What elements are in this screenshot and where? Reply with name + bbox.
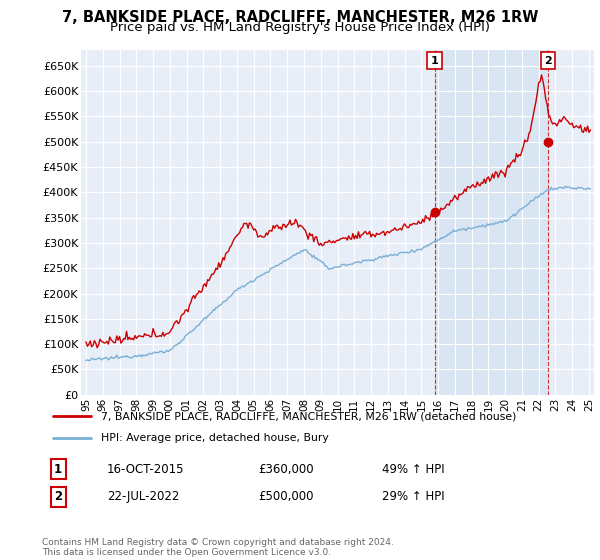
Text: HPI: Average price, detached house, Bury: HPI: Average price, detached house, Bury	[101, 433, 329, 443]
Text: 29% ↑ HPI: 29% ↑ HPI	[382, 491, 445, 503]
Text: 16-OCT-2015: 16-OCT-2015	[107, 463, 184, 475]
Text: Contains HM Land Registry data © Crown copyright and database right 2024.
This d: Contains HM Land Registry data © Crown c…	[42, 538, 394, 557]
Text: 7, BANKSIDE PLACE, RADCLIFFE, MANCHESTER, M26 1RW: 7, BANKSIDE PLACE, RADCLIFFE, MANCHESTER…	[62, 10, 538, 25]
Bar	[434, 50, 548, 395]
Text: 1: 1	[54, 463, 62, 475]
Text: Price paid vs. HM Land Registry's House Price Index (HPI): Price paid vs. HM Land Registry's House …	[110, 21, 490, 34]
Text: 2: 2	[544, 55, 552, 66]
Text: 1: 1	[431, 55, 439, 66]
Text: 7, BANKSIDE PLACE, RADCLIFFE, MANCHESTER, M26 1RW (detached house): 7, BANKSIDE PLACE, RADCLIFFE, MANCHESTER…	[101, 411, 517, 421]
Text: £500,000: £500,000	[258, 491, 314, 503]
Text: £360,000: £360,000	[258, 463, 314, 475]
Text: 49% ↑ HPI: 49% ↑ HPI	[382, 463, 445, 475]
Text: 2: 2	[54, 491, 62, 503]
Text: 22-JUL-2022: 22-JUL-2022	[107, 491, 179, 503]
